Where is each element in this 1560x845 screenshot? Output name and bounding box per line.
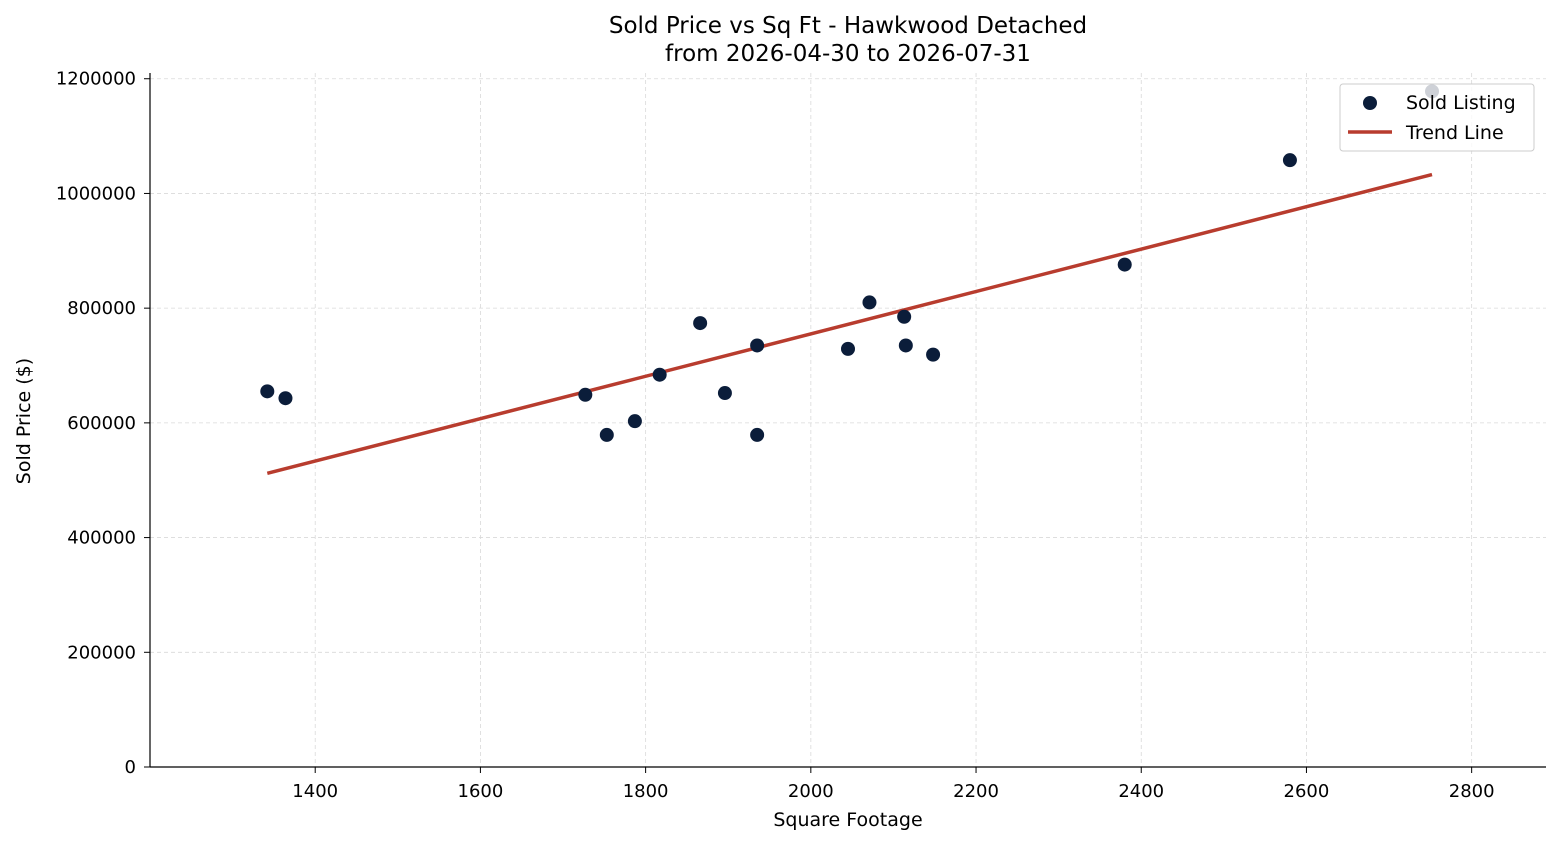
legend-marker-sold-listing: [1363, 96, 1377, 110]
data-point-3: [578, 387, 593, 402]
x-tick-label-1400: 1400: [292, 781, 338, 802]
legend: Sold Listing Trend Line: [1339, 83, 1535, 152]
data-point-17: [1282, 153, 1297, 168]
x-axis-label: Square Footage: [773, 809, 922, 831]
data-point-14: [898, 338, 913, 353]
trend-line: [266, 172, 1433, 476]
x-tick-label-2400: 2400: [1118, 781, 1164, 802]
y-tick-label-1000000: 1000000: [56, 183, 136, 204]
data-point-12: [862, 295, 877, 310]
chart-title: Sold Price vs Sq Ft - Hawkwood Detached: [609, 13, 1087, 39]
legend-label-sold-listing: Sold Listing: [1406, 92, 1516, 114]
data-point-1: [260, 384, 275, 399]
y-tick-label-1200000: 1200000: [56, 69, 136, 90]
data-point-2: [278, 391, 293, 406]
y-tick-label-200000: 200000: [67, 642, 136, 663]
y-tick-label-800000: 800000: [67, 298, 136, 319]
x-tick-label-2200: 2200: [953, 781, 999, 802]
x-axis-ticks: 1400 1600 1800 2000 2200 2400 2600 2800: [292, 767, 1495, 802]
grid-lines: [150, 73, 1546, 767]
scatter-points: [260, 84, 1440, 442]
y-axis-label: Sold Price ($): [13, 358, 35, 484]
legend-box: [1339, 83, 1535, 152]
data-point-6: [652, 367, 667, 382]
x-tick-label-2600: 2600: [1284, 781, 1330, 802]
y-tick-label-600000: 600000: [67, 413, 136, 434]
y-axis-ticks: 0 200000 400000 600000 800000 1000000 1200000: [56, 69, 150, 778]
legend-label-trend-line: Trend Line: [1405, 122, 1504, 144]
x-tick-label-2000: 2000: [788, 781, 834, 802]
data-point-5: [627, 414, 642, 429]
y-tick-label-400000: 400000: [67, 528, 136, 549]
x-tick-label-1600: 1600: [458, 781, 504, 802]
data-point-7: [693, 316, 708, 331]
data-point-13: [897, 309, 912, 324]
y-tick-label-0: 0: [125, 757, 136, 778]
data-point-16: [1117, 257, 1132, 272]
data-point-15: [926, 347, 941, 362]
x-tick-label-2800: 2800: [1449, 781, 1495, 802]
data-point-11: [841, 341, 855, 356]
data-point-8: [717, 386, 732, 401]
x-tick-label-1800: 1800: [623, 781, 669, 802]
trend-line-layer: [266, 172, 1433, 476]
axes: [149, 73, 1546, 768]
data-point-4: [599, 427, 614, 442]
chart-subtitle: from 2026-04-30 to 2026-07-31: [665, 41, 1031, 67]
data-point-10: [750, 427, 765, 442]
data-point-9: [750, 338, 765, 353]
